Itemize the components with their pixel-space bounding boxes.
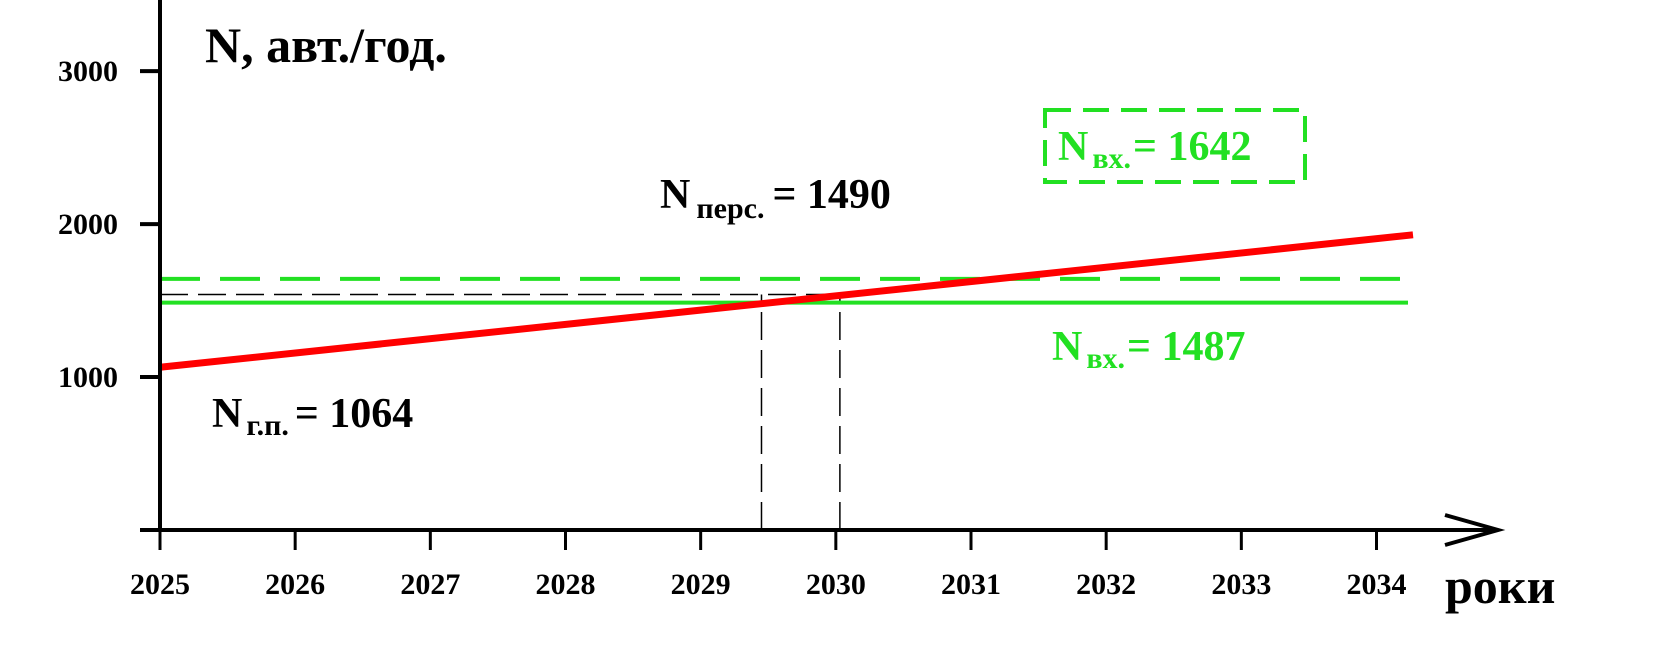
y-tick-label: 1000 (58, 361, 118, 394)
x-axis-arrow (1444, 513, 1506, 547)
tick-labels: 1000 2000 3000 2025 2026 2027 2028 2029 2030 2031… (58, 55, 1407, 601)
x-tick-label: 2025 (130, 568, 190, 601)
y-tick-label: 3000 (58, 55, 118, 88)
guide-lines (760, 294, 841, 530)
x-tick-label: 2034 (1347, 568, 1407, 601)
x-tick-label: 2029 (671, 568, 731, 601)
series-line-red (159, 231, 1414, 371)
y-tick-label: 2000 (58, 208, 118, 241)
x-tick-label: 2028 (536, 568, 596, 601)
x-tick-label: 2026 (265, 568, 325, 601)
x-tick-label: 2027 (400, 568, 460, 601)
axes (140, 0, 1506, 550)
x-tick-label: 2033 (1211, 568, 1271, 601)
x-axis-label: роки (1445, 558, 1555, 614)
x-tick-label: 2031 (941, 568, 1001, 601)
x-tick-label: 2032 (1076, 568, 1136, 601)
series-lines (159, 231, 1414, 371)
x-tick-label: 2030 (806, 568, 866, 601)
annotation-box (1043, 108, 1307, 184)
y-axis-label: N, авт./год. (205, 17, 447, 73)
